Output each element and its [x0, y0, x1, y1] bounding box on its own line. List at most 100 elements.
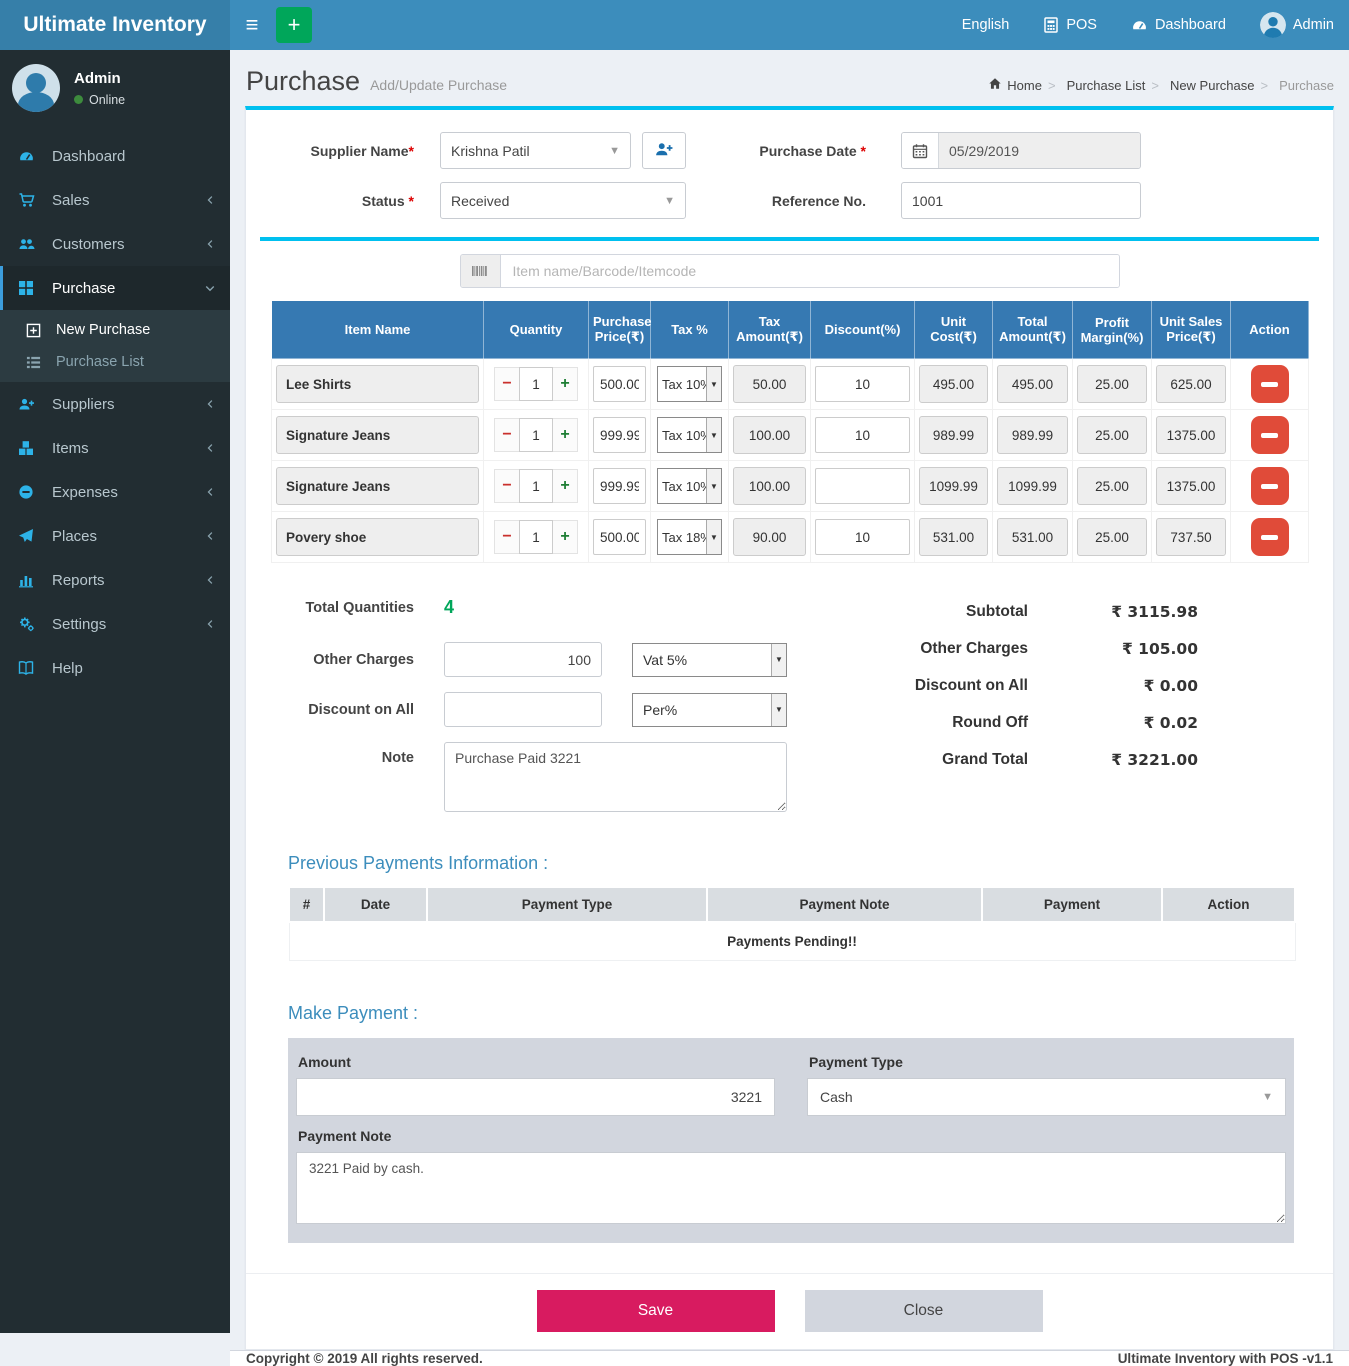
- unit-sales-price: 737.50: [1156, 518, 1226, 556]
- qty-increase-button[interactable]: +: [553, 469, 578, 503]
- sidebar-item-sales[interactable]: Sales: [0, 178, 230, 222]
- remove-item-button[interactable]: [1251, 467, 1289, 505]
- sidebar-item-reports[interactable]: Reports: [0, 558, 230, 602]
- breadcrumb-purchase-list[interactable]: Purchase List: [1048, 78, 1145, 93]
- app-logo[interactable]: Ultimate Inventory: [0, 0, 230, 50]
- breadcrumb-new-purchase[interactable]: New Purchase: [1151, 78, 1254, 93]
- unit-sales-price: 625.00: [1156, 365, 1226, 403]
- remove-item-button[interactable]: [1251, 416, 1289, 454]
- items-header-row: Item Name Quantity Purchase Price(₹) Tax…: [272, 301, 1309, 359]
- amount-input[interactable]: [296, 1078, 775, 1116]
- purchase-price-input[interactable]: [593, 468, 646, 504]
- purchase-price-input[interactable]: [593, 519, 646, 555]
- col-payment-type: Payment Type: [427, 888, 707, 922]
- qty-increase-button[interactable]: +: [553, 520, 578, 554]
- sidebar-toggle-icon[interactable]: ≡: [230, 0, 274, 50]
- sidebar-item-expenses[interactable]: Expenses: [0, 470, 230, 514]
- quick-add-button[interactable]: +: [276, 7, 312, 43]
- status-select[interactable]: Received▼: [440, 182, 686, 219]
- sidebar-item-purchase[interactable]: Purchase: [0, 266, 230, 310]
- online-status-dot: [74, 95, 83, 104]
- other-charges-input[interactable]: [444, 642, 602, 677]
- previous-payments-heading: Previous Payments Information :: [288, 853, 1291, 874]
- tax-select[interactable]: Tax 10%▼: [657, 468, 722, 504]
- col-date: Date: [324, 888, 427, 922]
- discount-input[interactable]: [815, 417, 910, 453]
- language-menu[interactable]: English: [962, 17, 1010, 33]
- sidebar-item-new-purchase[interactable]: New Purchase: [0, 314, 230, 346]
- minus-icon: [1261, 382, 1278, 387]
- sidebar-item-settings[interactable]: Settings: [0, 602, 230, 646]
- pos-link[interactable]: POS: [1043, 17, 1097, 33]
- grand-total-label: Grand Total: [942, 751, 1028, 769]
- discount-input[interactable]: [815, 366, 910, 402]
- col-purchase-price: Purchase Price(₹): [589, 301, 651, 359]
- qty-decrease-button[interactable]: −: [494, 520, 519, 554]
- purchase-price-input[interactable]: [593, 417, 646, 453]
- purchase-price-input[interactable]: [593, 366, 646, 402]
- qty-input[interactable]: [519, 367, 553, 401]
- avatar: [12, 64, 60, 112]
- supplier-select[interactable]: Krishna Patil▼: [440, 132, 631, 169]
- payment-note-textarea[interactable]: 3221 Paid by cash.: [296, 1152, 1286, 1224]
- tax-select[interactable]: Tax 10%▼: [657, 417, 722, 453]
- sidebar-item-items[interactable]: Items: [0, 426, 230, 470]
- qty-increase-button[interactable]: +: [553, 418, 578, 452]
- remove-item-button[interactable]: [1251, 365, 1289, 403]
- breadcrumb-home[interactable]: Home: [988, 77, 1042, 93]
- sidebar-item-customers[interactable]: Customers: [0, 222, 230, 266]
- sidebar-item-purchase-list[interactable]: Purchase List: [0, 346, 230, 378]
- discount-input[interactable]: [815, 519, 910, 555]
- tax-select[interactable]: Tax 18%▼: [657, 519, 722, 555]
- gears-icon: [18, 616, 40, 632]
- dashboard-link[interactable]: Dashboard: [1131, 17, 1226, 33]
- tax-select[interactable]: Tax 10%▼: [657, 366, 722, 402]
- qty-input[interactable]: [519, 418, 553, 452]
- total-amount: 1099.99: [997, 467, 1068, 505]
- item-search-input[interactable]: [501, 255, 1119, 287]
- add-supplier-button[interactable]: [642, 132, 686, 169]
- qty-input[interactable]: [519, 520, 553, 554]
- save-button[interactable]: Save: [537, 1290, 775, 1332]
- barcode-icon: [461, 255, 501, 287]
- chevron-left-icon: [205, 574, 216, 586]
- note-textarea[interactable]: Purchase Paid 3221: [444, 742, 787, 812]
- note-label: Note: [271, 742, 414, 766]
- payment-type-select[interactable]: Cash▼: [807, 1078, 1286, 1116]
- payments-empty-row: Payments Pending!!: [289, 922, 1295, 961]
- item-row: Signature Jeans −+ Tax 10%▼ 100.00 1099.…: [272, 461, 1309, 512]
- item-row: Lee Shirts −+ Tax 10%▼ 50.00 495.00 495.…: [272, 359, 1309, 410]
- chevron-left-icon: [205, 398, 216, 410]
- total-amount: 531.00: [997, 518, 1068, 556]
- reference-no-field[interactable]: [901, 182, 1141, 219]
- user-menu[interactable]: Admin: [1260, 12, 1334, 38]
- qty-decrease-button[interactable]: −: [494, 469, 519, 503]
- profit-margin: 25.00: [1077, 365, 1147, 403]
- page-title: Purchase: [246, 66, 360, 97]
- minus-circle-icon: [18, 484, 40, 500]
- grid-icon: [18, 280, 40, 296]
- bar-chart-icon: [18, 572, 40, 588]
- close-button[interactable]: Close: [805, 1290, 1043, 1332]
- sidebar-item-places[interactable]: Places: [0, 514, 230, 558]
- sidebar-item-suppliers[interactable]: Suppliers: [0, 382, 230, 426]
- home-icon: [988, 77, 1002, 93]
- main-content: Purchase Add/Update Purchase Home Purcha…: [230, 50, 1349, 1333]
- qty-decrease-button[interactable]: −: [494, 367, 519, 401]
- purchase-date-label: Purchase Date *: [686, 143, 866, 159]
- discount-input[interactable]: [815, 468, 910, 504]
- qty-decrease-button[interactable]: −: [494, 418, 519, 452]
- remove-item-button[interactable]: [1251, 518, 1289, 556]
- discount-type-select[interactable]: Per%▼: [632, 693, 787, 727]
- sidebar-item-help[interactable]: Help: [0, 646, 230, 690]
- discount-on-all-input[interactable]: [444, 692, 602, 727]
- breadcrumb: Home Purchase List New Purchase Purchase: [988, 77, 1334, 93]
- qty-input[interactable]: [519, 469, 553, 503]
- sidebar-item-dashboard[interactable]: Dashboard: [0, 134, 230, 178]
- purchase-date-field[interactable]: [939, 133, 1140, 168]
- round-off-label: Round Off: [952, 714, 1028, 732]
- total-amount: 989.99: [997, 416, 1068, 454]
- other-charges-tax-select[interactable]: Vat 5%▼: [632, 643, 787, 677]
- items-table: Item Name Quantity Purchase Price(₹) Tax…: [271, 300, 1309, 563]
- qty-increase-button[interactable]: +: [553, 367, 578, 401]
